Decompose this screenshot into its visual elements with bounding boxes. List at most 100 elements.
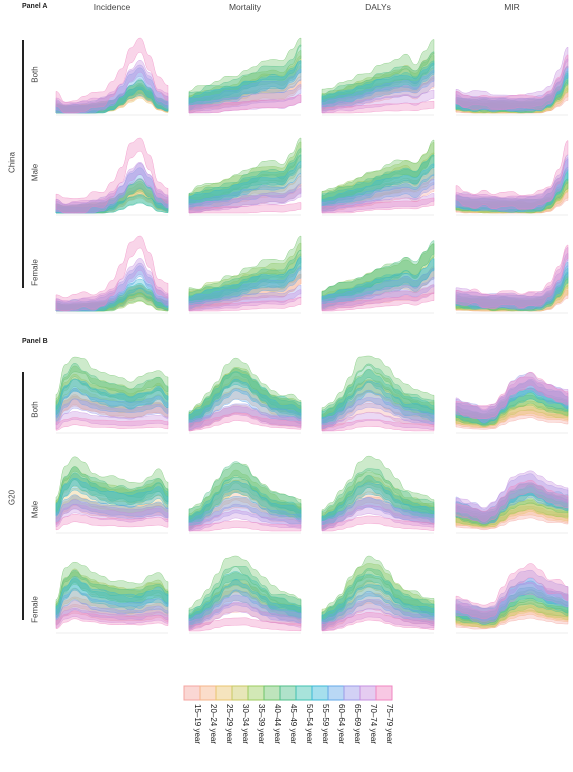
band-75–79 year <box>321 515 435 532</box>
plot-b-female-dalys <box>321 555 435 634</box>
legend-label: 70–74 year <box>369 704 378 744</box>
row-label-b-female: Female <box>30 596 40 623</box>
band-45–49 year <box>455 483 569 525</box>
band-35–39 year <box>455 276 569 312</box>
plot-b-male-mir <box>455 470 569 534</box>
plot-b-female-incidence <box>55 561 169 634</box>
plot-a-male-incidence <box>55 137 169 216</box>
plot-a-male-mir <box>455 140 569 216</box>
band-60–64 year <box>455 65 569 112</box>
column-title-mortality: Mortality <box>228 2 262 12</box>
band-40–44 year <box>455 392 569 427</box>
band-30–34 year <box>455 601 569 628</box>
column-title-dalys: DALYs <box>365 2 391 12</box>
band-65–69 year <box>455 58 569 112</box>
group-label-g20: G20 <box>7 489 17 506</box>
band-70–74 year <box>55 162 169 214</box>
plot-b-male-incidence <box>55 456 169 534</box>
legend-label: 35–39 year <box>257 704 266 744</box>
plot-a-both-dalys <box>321 39 435 116</box>
row-label-a-female: Female <box>30 259 40 286</box>
plot-a-both-incidence <box>55 37 169 116</box>
band-50–54 year <box>455 587 569 626</box>
band-75–79 year <box>321 292 435 312</box>
band-65–69 year <box>455 253 569 310</box>
band-50–54 year <box>455 72 569 113</box>
band-75–79 year <box>188 412 302 432</box>
band-75–79 year <box>55 610 169 629</box>
panel-a-label: Panel A <box>22 3 48 10</box>
band-75–79 year <box>55 37 169 114</box>
band-75–79 year <box>455 371 569 419</box>
band-70–74 year <box>188 94 302 114</box>
legend-label: 30–34 year <box>241 704 250 744</box>
legend-label: 40–44 year <box>273 704 282 744</box>
band-75–79 year <box>455 140 569 211</box>
row-label-a-male: Male <box>30 163 40 182</box>
legend-swatch <box>375 685 393 701</box>
band-75–79 year <box>455 563 569 620</box>
band-65–69 year <box>55 262 169 312</box>
band-75–79 year <box>188 520 302 532</box>
band-70–74 year <box>188 188 302 214</box>
band-75–79 year <box>321 419 435 432</box>
plot-a-female-mortality <box>188 235 302 314</box>
band-70–74 year <box>321 89 435 114</box>
band-60–64 year <box>55 265 169 312</box>
legend-swatch <box>263 685 281 701</box>
band-75–79 year <box>188 94 302 114</box>
group-label-china: China <box>7 152 17 173</box>
band-75–79 year <box>55 513 169 531</box>
group-bar-g20 <box>22 372 24 620</box>
band-45–49 year <box>321 240 435 306</box>
plot-b-female-mortality <box>188 555 302 634</box>
legend-swatch <box>327 685 345 701</box>
band-60–64 year <box>188 173 302 211</box>
plot-a-both-mortality <box>188 37 302 116</box>
band-75–79 year <box>455 244 569 309</box>
age-group-legend: 15–19 year 20–24 year 25–29 year 30–34 year… <box>183 685 394 744</box>
band-70–74 year <box>55 258 169 312</box>
plot-b-both-dalys <box>321 355 435 434</box>
band-30–34 year <box>455 499 569 528</box>
legend-label: 15–19 year <box>193 704 202 744</box>
band-60–64 year <box>455 486 569 524</box>
plot-b-both-mir <box>455 371 569 434</box>
panel-b-label: Panel B <box>22 338 48 345</box>
band-15–19 year <box>455 609 569 630</box>
band-45–49 year <box>188 44 302 107</box>
band-30–34 year <box>455 181 569 214</box>
column-title-incidence: Incidence <box>93 2 131 12</box>
band-75–79 year <box>55 137 169 214</box>
band-50–54 year <box>455 387 569 426</box>
band-50–54 year <box>455 169 569 212</box>
plot-b-both-incidence <box>55 356 169 434</box>
band-75–79 year <box>455 54 569 111</box>
row-label-b-male: Male <box>30 500 40 519</box>
legend-label: 60–64 year <box>337 704 346 744</box>
legend-label: 45–49 year <box>289 704 298 744</box>
legend-label: 25–29 year <box>225 704 234 744</box>
band-70–74 year <box>455 582 569 624</box>
legend-swatch <box>231 685 249 701</box>
band-75–79 year <box>55 417 169 431</box>
band-75–79 year <box>188 617 302 632</box>
legend-swatch <box>343 685 361 701</box>
band-75–79 year <box>55 235 169 312</box>
plot-a-both-mir <box>455 46 569 116</box>
legend-swatch <box>279 685 297 701</box>
legend-swatch <box>359 685 377 701</box>
band-45–49 year <box>455 387 569 425</box>
plot-a-male-mortality <box>188 137 302 216</box>
legend-swatch <box>295 685 313 701</box>
band-75–79 year <box>455 479 569 524</box>
legend-swatch <box>311 685 329 701</box>
band-70–74 year <box>55 60 169 114</box>
band-75–79 year <box>188 202 302 214</box>
row-label-a-both: Both <box>30 66 40 83</box>
band-75–79 year <box>321 612 435 632</box>
band-60–64 year <box>188 69 302 110</box>
band-70–74 year <box>455 157 569 211</box>
band-40–44 year <box>321 243 435 306</box>
legend-label: 65–69 year <box>353 704 362 744</box>
